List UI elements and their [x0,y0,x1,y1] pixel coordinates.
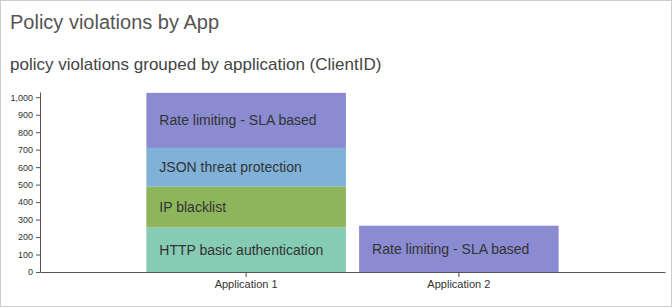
y-tick-label: 600 [18,163,33,173]
x-tick-mark [458,272,459,277]
segment-label: HTTP basic authentication [159,242,323,258]
title: Policy violations by App [10,11,219,33]
x-tick-mark [246,272,247,277]
y-axis: 0 100 200 300 400 500 600 700 800 900 1,000 [10,93,40,278]
y-tick-mark [36,272,40,273]
bar-segment [146,93,346,148]
y-tick-mark [36,237,40,238]
y-tick-label: 0 [28,267,33,277]
bar-segment [359,226,559,272]
y-tick: 700 [18,145,40,155]
x-axis-line [41,272,666,273]
y-tick: 0 [28,267,40,277]
y-tick-mark [36,167,40,168]
y-tick: 400 [18,197,40,207]
y-tick-mark [36,132,40,133]
y-tick: 100 [18,250,40,260]
y-tick: 600 [18,163,40,173]
bars [146,93,558,272]
y-tick-label: 900 [18,110,33,120]
y-tick-label: 500 [18,180,33,190]
x-tick-label: Application 2 [427,278,490,290]
y-tick-mark [36,255,40,256]
x-tick: Application 1 [215,272,278,290]
y-tick-mark [36,150,40,151]
bar-segment [146,186,346,227]
bar-segment [146,148,346,186]
y-tick: 200 [18,232,40,242]
y-tick-mark [36,115,40,116]
segment-label: Rate limiting - SLA based [372,241,529,257]
y-tick-label: 800 [18,128,33,138]
chart: Policy violations by App policy violation… [0,0,672,307]
y-tick: 500 [18,180,40,190]
segment-label: Rate limiting - SLA based [159,112,316,128]
y-tick-label: 400 [18,197,33,207]
x-tick: Application 2 [427,272,490,290]
x-tick-label: Application 1 [215,278,278,290]
y-tick-label: 100 [18,250,33,260]
y-tick-mark [36,202,40,203]
y-tick-label: 1,000 [10,93,33,103]
frame [1,1,672,307]
y-tick: 900 [18,110,40,120]
y-axis-line [40,93,41,273]
segment-label: JSON threat protection [159,159,301,175]
y-tick-label: 700 [18,145,33,155]
y-tick-mark [36,220,40,221]
y-tick-mark [36,97,40,98]
y-tick-label: 200 [18,232,33,242]
x-axis: Application 1 Application 2 [41,272,666,290]
subtitle: policy violations grouped by application… [10,55,381,74]
y-tick: 800 [18,128,40,138]
y-tick-mark [36,185,40,186]
segment-labels: HTTP basic authentication IP blacklist JSO… [159,112,529,257]
y-tick-label: 300 [18,215,33,225]
segment-label: IP blacklist [159,199,226,215]
bar-segment [146,227,346,272]
y-tick: 300 [18,215,40,225]
y-tick: 1,000 [10,93,40,103]
